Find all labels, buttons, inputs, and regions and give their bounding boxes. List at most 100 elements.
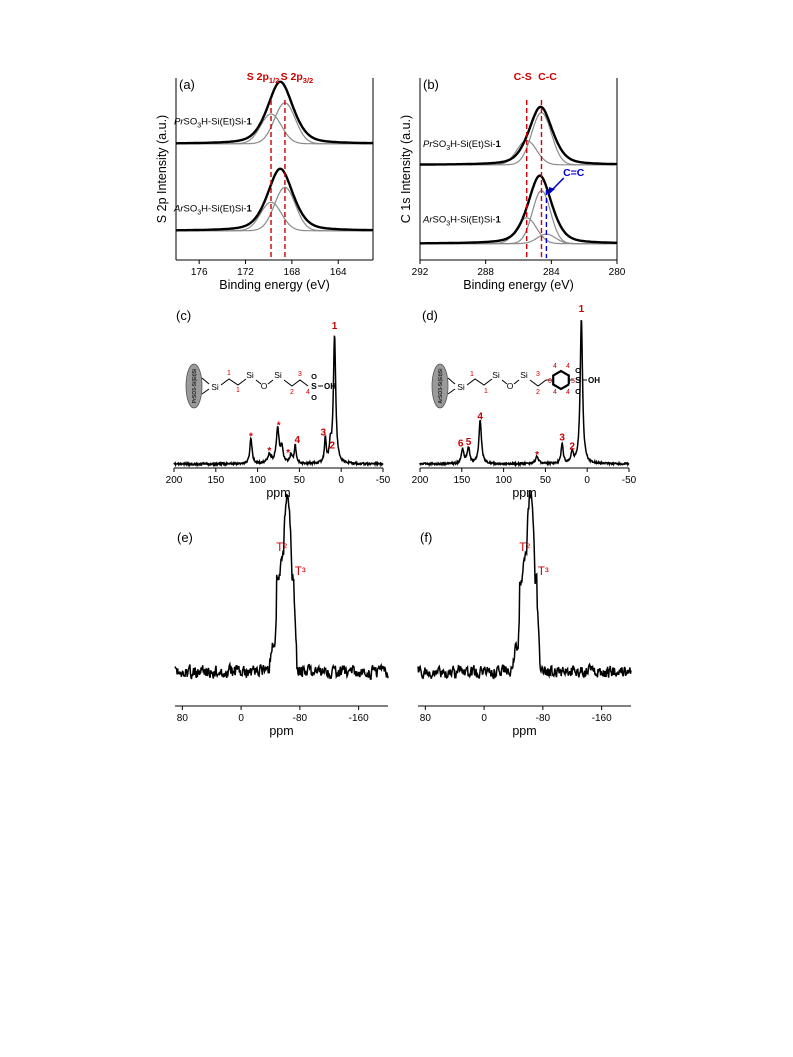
spectrum-line	[419, 319, 630, 468]
atom-label: S	[311, 381, 317, 391]
envelope-line	[420, 105, 617, 166]
chain-bond	[466, 378, 493, 386]
x-tick-label: -160	[349, 713, 369, 724]
y-axis-label: C 1s Intensity (a.u.)	[399, 115, 413, 223]
panel-b: 292 288 284 280 Binding energy (eV) C 1s Inte…	[399, 71, 626, 292]
atom-label: O	[575, 387, 581, 396]
bond	[201, 377, 210, 385]
x-axis-label: Binding energy (eV)	[219, 278, 329, 292]
x-axis-label: ppm	[266, 486, 290, 500]
x-tick-label: 150	[207, 475, 224, 486]
peak-label: S 2p1/2	[247, 71, 280, 85]
envelope-line	[176, 167, 373, 232]
sample-label: PrSO3H-Si(Et)Si-1	[423, 139, 502, 152]
chain-bond	[283, 379, 309, 387]
peak-label: 2	[569, 441, 575, 452]
carbon-number: 2	[290, 389, 294, 396]
carbon-number: 1	[470, 371, 474, 378]
panel-e: 80 0 -80 -160 ppm (e) T² T³	[174, 493, 389, 738]
x-tick-label: 284	[543, 267, 560, 278]
peak-label: 4	[477, 412, 483, 423]
series-ar: ArSO3H-Si(Et)Si-1	[173, 167, 373, 232]
sample-label: ArSO3H-Si(Et)Si-1	[422, 215, 502, 228]
peak-label: T³	[538, 566, 549, 578]
chain-bond	[220, 378, 247, 386]
x-tick-label: -50	[622, 475, 637, 486]
y-axis-label: S 2p Intensity (a.u.)	[155, 115, 169, 223]
panel-label: (c)	[176, 308, 191, 323]
x-tick-label: -80	[536, 713, 551, 724]
sample-label: PrSO3H-Si(Et)Si-1	[174, 117, 253, 130]
x-axis-label: ppm	[512, 486, 536, 500]
peak-label: 4	[294, 435, 300, 446]
panel-label: (b)	[423, 77, 439, 92]
carbon-number: 2	[536, 389, 540, 396]
peak-label: 1	[332, 321, 338, 332]
bond	[447, 377, 456, 385]
series-pr: PrSO3H-Si(Et)Si-1	[420, 105, 617, 166]
envelope-line	[176, 80, 373, 145]
peak-label: *	[277, 420, 281, 431]
peak-label: T²	[276, 542, 287, 554]
bond	[501, 379, 508, 385]
carbon-number: 4	[553, 389, 557, 396]
peak-label: T²	[519, 542, 530, 554]
x-axis-label: Binding energy (eV)	[463, 278, 573, 292]
envelope-line	[420, 174, 617, 245]
spectrum-line	[174, 493, 389, 680]
atom-label: S	[575, 375, 581, 385]
x-tick-label: 176	[191, 267, 208, 278]
carbon-number: 4	[306, 389, 310, 396]
x-tick-label: 0	[338, 475, 344, 486]
x-tick-label: 164	[330, 267, 347, 278]
surface-label: PrSO3-Si(Et)Si	[192, 368, 198, 403]
peak-label: 1	[579, 304, 585, 315]
x-tick-label: 150	[453, 475, 470, 486]
carbon-number: 3	[298, 371, 302, 378]
bond	[255, 379, 262, 385]
x-tick-label: 168	[284, 267, 301, 278]
bond	[447, 388, 456, 395]
panel-label: (e)	[177, 530, 193, 545]
x-tick-label: 0	[481, 713, 487, 724]
atom-label: Si	[457, 382, 465, 392]
x-tick-label: 200	[166, 475, 183, 486]
series-pr: PrSO3H-Si(Et)Si-1	[174, 80, 373, 145]
atom-label: Si	[520, 370, 528, 380]
peak-label: *	[286, 448, 290, 459]
atom-label: O	[507, 381, 514, 391]
surface-ellipse	[431, 363, 449, 409]
atom-label: O	[311, 372, 317, 381]
bond	[267, 379, 274, 385]
x-tick-label: 100	[495, 475, 512, 486]
surface-ellipse	[185, 363, 203, 409]
peak-label: 2	[330, 440, 336, 451]
bond	[201, 388, 210, 395]
x-tick-label: -50	[376, 475, 391, 486]
x-axis-label: ppm	[269, 724, 293, 738]
atom-label: Si	[211, 382, 219, 392]
x-tick-label: 200	[412, 475, 429, 486]
surface-label: ArSO3-Si(Et)Si	[438, 368, 444, 404]
atom-label: OH	[324, 382, 336, 391]
peak-label: C-S	[514, 71, 532, 83]
x-tick-label: -160	[592, 713, 612, 724]
peak-label: *	[535, 450, 539, 461]
x-tick-label: 0	[584, 475, 590, 486]
x-tick-label: 50	[294, 475, 306, 486]
x-tick-label: 288	[477, 267, 494, 278]
peak-label: *	[249, 431, 253, 442]
x-tick-label: 100	[249, 475, 266, 486]
x-tick-label: 280	[609, 267, 626, 278]
carbon-number: 4	[553, 363, 557, 370]
panel-f: 80 0 -80 -160 ppm (f) T² T³	[417, 490, 632, 738]
carbon-number: 4	[566, 363, 570, 370]
series-ar: ArSO3H-Si(Et)Si-1	[420, 174, 617, 245]
sample-label: ArSO3H-Si(Et)Si-1	[173, 204, 253, 217]
atom-label: O	[311, 393, 317, 402]
carbon-number: 5	[571, 378, 575, 385]
peak-label: 6	[458, 439, 464, 450]
